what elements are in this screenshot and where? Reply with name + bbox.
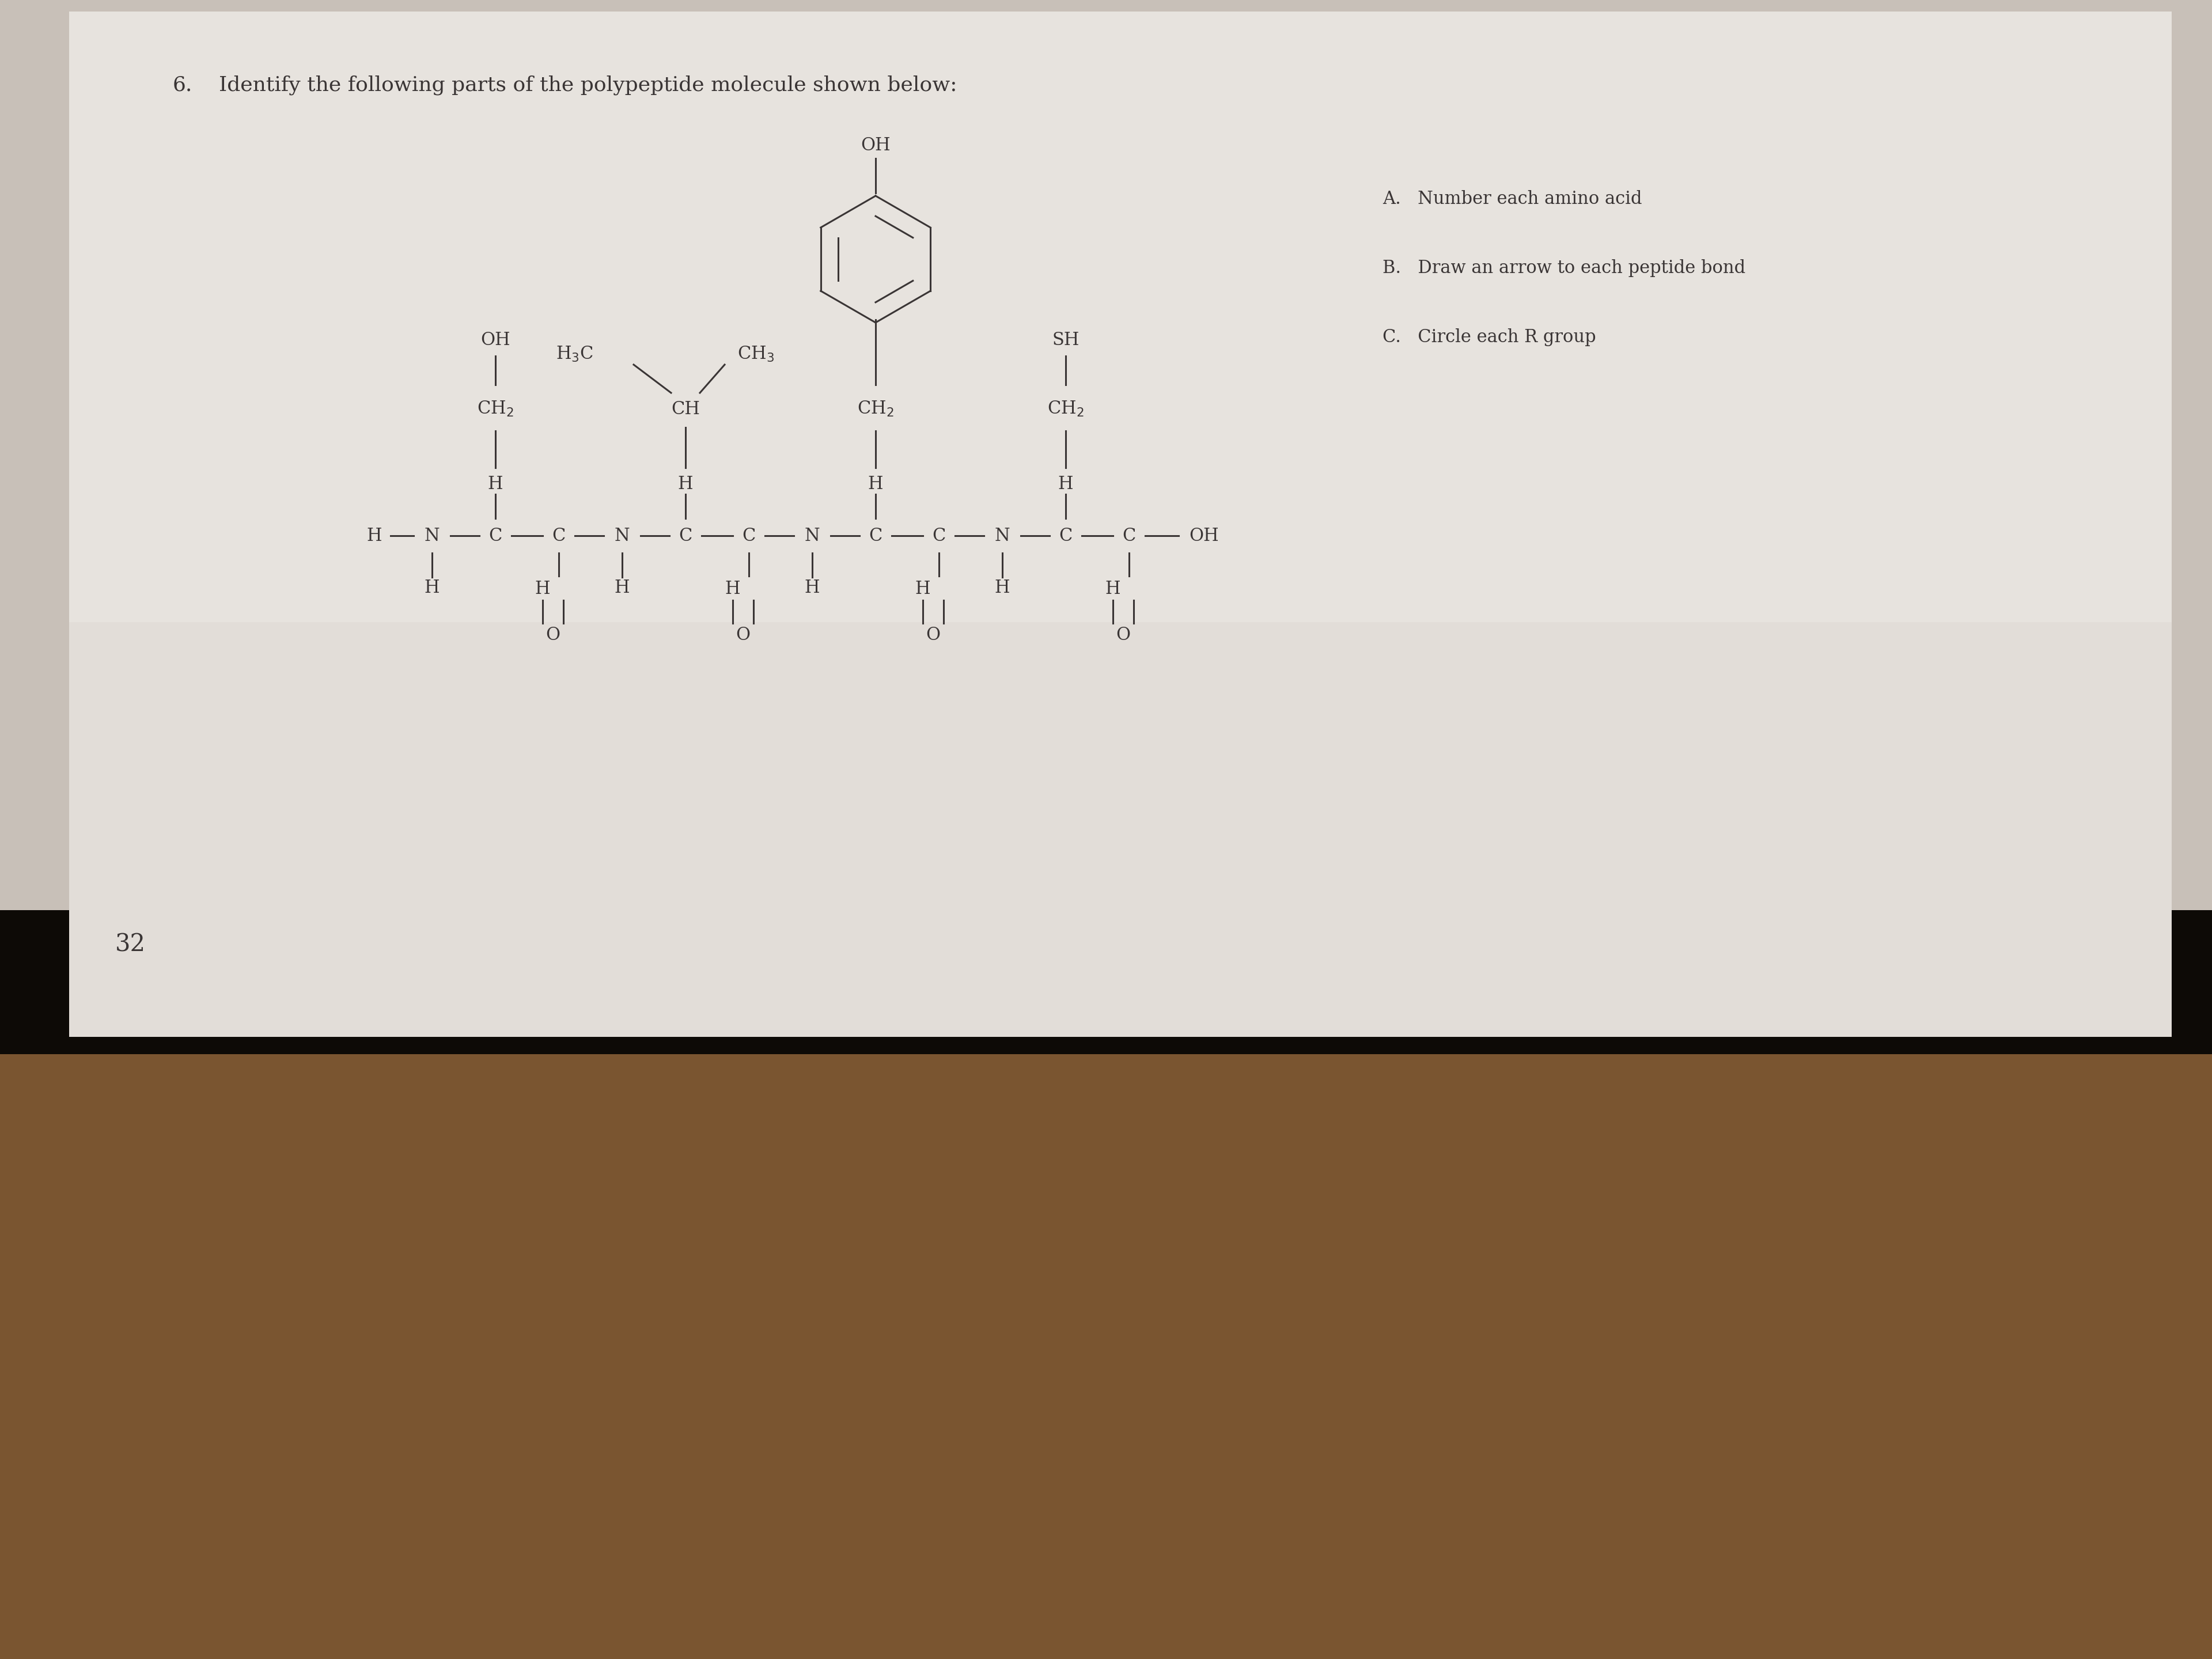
- Text: H: H: [1057, 474, 1073, 493]
- Text: SH: SH: [1053, 330, 1079, 348]
- Text: H: H: [677, 474, 692, 493]
- Text: H: H: [535, 579, 551, 597]
- Text: H: H: [726, 579, 741, 597]
- Text: C: C: [679, 528, 692, 544]
- Text: N: N: [425, 528, 440, 544]
- Bar: [69, 12, 2172, 1037]
- Text: N: N: [995, 528, 1011, 544]
- Text: N: N: [615, 528, 630, 544]
- Text: O: O: [1117, 625, 1130, 644]
- Text: O: O: [546, 625, 560, 644]
- Text: CH$_2$: CH$_2$: [478, 400, 513, 418]
- Text: OH: OH: [480, 330, 511, 348]
- Text: CH: CH: [670, 400, 699, 418]
- Text: 32: 32: [115, 932, 146, 956]
- Text: C: C: [553, 528, 566, 544]
- Text: N: N: [805, 528, 821, 544]
- Text: H$_3$C: H$_3$C: [555, 345, 593, 363]
- Text: C: C: [931, 528, 947, 544]
- Text: H: H: [805, 579, 821, 597]
- Text: H: H: [489, 474, 502, 493]
- Text: H: H: [367, 528, 383, 544]
- Text: C.   Circle each R group: C. Circle each R group: [1382, 328, 1597, 347]
- Text: H: H: [615, 579, 630, 597]
- Text: C: C: [489, 528, 502, 544]
- Bar: [0, 911, 2212, 1053]
- Text: H: H: [867, 474, 883, 493]
- Text: H: H: [995, 579, 1011, 597]
- Text: H: H: [1106, 579, 1121, 597]
- Text: 6.: 6.: [173, 75, 192, 95]
- Text: H: H: [425, 579, 440, 597]
- Text: OH: OH: [1190, 528, 1219, 544]
- Text: O: O: [737, 625, 750, 644]
- Text: CH$_2$: CH$_2$: [858, 400, 894, 418]
- Bar: [0, 967, 2212, 1659]
- Text: OH: OH: [860, 136, 891, 154]
- Text: Identify the following parts of the polypeptide molecule shown below:: Identify the following parts of the poly…: [219, 75, 958, 95]
- Text: O: O: [927, 625, 940, 644]
- Bar: [69, 12, 2172, 622]
- Text: CH$_3$: CH$_3$: [737, 345, 774, 363]
- Text: C: C: [1060, 528, 1073, 544]
- Text: B.   Draw an arrow to each peptide bond: B. Draw an arrow to each peptide bond: [1382, 259, 1745, 277]
- Text: H: H: [916, 579, 931, 597]
- Text: C: C: [869, 528, 883, 544]
- Text: C: C: [1121, 528, 1135, 544]
- Text: CH$_2$: CH$_2$: [1046, 400, 1084, 418]
- Text: C: C: [741, 528, 757, 544]
- Text: A.   Number each amino acid: A. Number each amino acid: [1382, 191, 1641, 207]
